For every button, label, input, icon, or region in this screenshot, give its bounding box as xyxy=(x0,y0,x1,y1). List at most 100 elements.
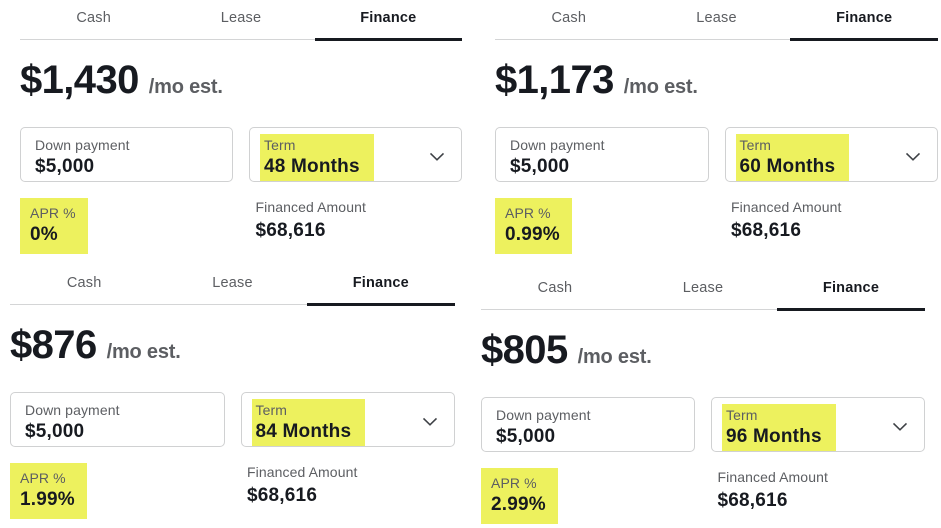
monthly-payment-amount: $876 xyxy=(10,323,97,367)
down-payment-input[interactable]: Down payment $5,000 xyxy=(495,127,709,182)
monthly-payment: $1,430 /mo est. xyxy=(20,57,462,103)
apr-value: 0% xyxy=(30,224,58,245)
monthly-payment-amount: $805 xyxy=(481,328,568,372)
finance-calculator-panel-3: Cash Lease Finance $876 /mo est. Down pa… xyxy=(0,262,470,528)
financed-amount-field: Financed Amount $68,616 xyxy=(718,198,938,254)
apr-value: 2.99% xyxy=(491,494,546,515)
term-select[interactable]: Term 84 Months xyxy=(240,392,455,447)
down-payment-value: $5,000 xyxy=(510,156,570,177)
apr-label: APR % xyxy=(505,205,551,221)
tab-lease[interactable]: Lease xyxy=(220,10,262,26)
loan-info-row: APR % 2.99% Financed Amount $68,616 xyxy=(481,468,925,524)
term-select[interactable]: Term 48 Months xyxy=(249,127,462,182)
apr-label: APR % xyxy=(20,470,66,486)
term-label: Term xyxy=(726,407,758,423)
finance-calculator-panel-2: Cash Lease Finance $1,173 /mo est. Down … xyxy=(470,0,941,262)
down-payment-input[interactable]: Down payment $5,000 xyxy=(10,392,225,447)
loan-inputs-row: Down payment $5,000 Term 48 Months xyxy=(20,127,462,182)
term-select[interactable]: Term 96 Months xyxy=(711,397,925,452)
term-highlight: Term 84 Months xyxy=(251,399,366,446)
apr-value: 0.99% xyxy=(505,224,560,245)
down-payment-label: Down payment xyxy=(510,137,605,153)
apr-label: APR % xyxy=(30,205,76,221)
chevron-down-icon xyxy=(422,417,438,426)
tab-lease[interactable]: Lease xyxy=(212,275,253,291)
apr-label: APR % xyxy=(491,475,537,491)
financed-amount-field: Financed Amount $68,616 xyxy=(243,198,463,254)
loan-inputs-row: Down payment $5,000 Term 84 Months xyxy=(10,392,455,447)
apr-highlight: APR % 0.99% xyxy=(495,198,572,254)
financed-amount-value: $68,616 xyxy=(731,220,802,241)
apr-highlight: APR % 2.99% xyxy=(481,468,558,524)
loan-info-row: APR % 0.99% Financed Amount $68,616 xyxy=(495,198,938,254)
apr-field: APR % 2.99% xyxy=(481,468,689,524)
term-value: 60 Months xyxy=(739,156,836,177)
down-payment-input[interactable]: Down payment $5,000 xyxy=(481,397,695,452)
financed-amount-value: $68,616 xyxy=(717,490,788,511)
down-payment-label: Down payment xyxy=(496,407,591,423)
monthly-payment-suffix: /mo est. xyxy=(623,76,698,98)
apr-highlight: APR % 0% xyxy=(20,198,88,254)
tab-finance[interactable]: Finance xyxy=(790,6,939,41)
term-select[interactable]: Term 60 Months xyxy=(724,127,938,182)
financed-amount-value: $68,616 xyxy=(255,220,326,241)
financed-amount-label: Financed Amount xyxy=(731,199,842,215)
monthly-payment: $876 /mo est. xyxy=(10,322,455,368)
down-payment-value: $5,000 xyxy=(35,156,95,177)
chevron-down-icon xyxy=(892,422,908,431)
tab-finance[interactable]: Finance xyxy=(777,276,925,311)
financed-amount-value: $68,616 xyxy=(247,485,318,506)
apr-value: 1.99% xyxy=(20,489,75,510)
financed-amount-label: Financed Amount xyxy=(247,464,358,480)
monthly-payment-suffix: /mo est. xyxy=(148,76,223,98)
apr-field: APR % 1.99% xyxy=(10,463,218,519)
monthly-payment-amount: $1,430 xyxy=(20,58,139,102)
monthly-payment: $1,173 /mo est. xyxy=(495,57,938,103)
financed-amount-label: Financed Amount xyxy=(717,469,828,485)
term-label: Term xyxy=(255,402,288,418)
apr-highlight: APR % 1.99% xyxy=(10,463,87,519)
term-value: 96 Months xyxy=(726,426,822,447)
term-value: 48 Months xyxy=(264,156,360,177)
monthly-payment-amount: $1,173 xyxy=(495,58,614,102)
tab-cash[interactable]: Cash xyxy=(537,280,573,296)
financed-amount-field: Financed Amount $68,616 xyxy=(234,463,455,519)
payment-tabs: Cash Lease Finance xyxy=(495,6,939,41)
down-payment-label: Down payment xyxy=(25,402,120,418)
finance-calculator-panel-4: Cash Lease Finance $805 /mo est. Down pa… xyxy=(470,262,941,528)
tab-cash[interactable]: Cash xyxy=(76,10,111,26)
down-payment-value: $5,000 xyxy=(496,426,556,447)
finance-calculator-panel-1: Cash Lease Finance $1,430 /mo est. Down … xyxy=(0,0,470,262)
down-payment-value: $5,000 xyxy=(25,421,85,442)
term-highlight: Term 60 Months xyxy=(735,134,850,181)
chevron-down-icon xyxy=(429,152,445,161)
term-highlight: Term 96 Months xyxy=(722,404,836,451)
down-payment-label: Down payment xyxy=(35,137,130,153)
payment-tabs: Cash Lease Finance xyxy=(481,276,925,311)
term-highlight: Term 48 Months xyxy=(260,134,374,181)
apr-field: APR % 0.99% xyxy=(495,198,702,254)
monthly-payment: $805 /mo est. xyxy=(481,327,925,373)
term-label: Term xyxy=(264,137,296,153)
tab-cash[interactable]: Cash xyxy=(551,10,587,26)
financed-amount-field: Financed Amount $68,616 xyxy=(705,468,926,524)
loan-info-row: APR % 1.99% Financed Amount $68,616 xyxy=(10,463,455,519)
tab-lease[interactable]: Lease xyxy=(682,280,724,296)
monthly-payment-suffix: /mo est. xyxy=(577,346,652,368)
payment-tabs: Cash Lease Finance xyxy=(20,6,462,41)
monthly-payment-suffix: /mo est. xyxy=(106,341,181,363)
loan-inputs-row: Down payment $5,000 Term 60 Months xyxy=(495,127,938,182)
term-value: 84 Months xyxy=(255,421,352,442)
tab-cash[interactable]: Cash xyxy=(66,275,102,291)
financed-amount-label: Financed Amount xyxy=(255,199,366,215)
tab-lease[interactable]: Lease xyxy=(696,10,737,26)
chevron-down-icon xyxy=(905,152,921,161)
tab-finance[interactable]: Finance xyxy=(306,271,455,306)
loan-inputs-row: Down payment $5,000 Term 96 Months xyxy=(481,397,925,452)
tab-finance[interactable]: Finance xyxy=(314,6,462,41)
loan-info-row: APR % 0% Financed Amount $68,616 xyxy=(20,198,462,254)
apr-field: APR % 0% xyxy=(20,198,227,254)
down-payment-input[interactable]: Down payment $5,000 xyxy=(20,127,233,182)
term-label: Term xyxy=(739,137,772,153)
